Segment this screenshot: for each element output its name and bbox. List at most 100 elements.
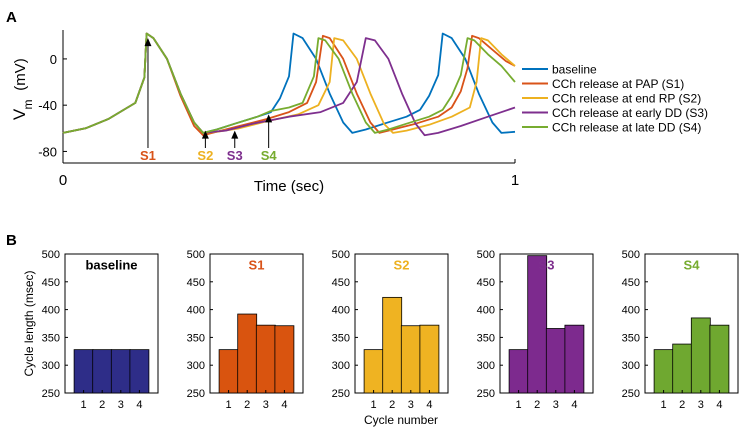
- bar-S3-cycle-2: [527, 255, 548, 394]
- x-tick-label: 2: [99, 399, 105, 411]
- y-tick-label: 500: [42, 249, 60, 261]
- x-tick-label: 1: [661, 399, 667, 411]
- y-tick-label: 300: [42, 360, 60, 372]
- x-tick-label: 1: [81, 399, 87, 411]
- bar-S4-cycle-3: [690, 317, 711, 394]
- x-tick-label: 1: [516, 399, 522, 411]
- x-tick-label: 2: [389, 399, 395, 411]
- y-tick-label: 500: [332, 249, 350, 261]
- bar-S4-cycle-1: [653, 349, 674, 394]
- x-tick-label: 1: [511, 172, 519, 189]
- y-tick-label: 500: [622, 249, 640, 261]
- y-tick-label: 350: [622, 332, 640, 344]
- legend-entry: CCh release at PAP (S1): [552, 77, 684, 91]
- annotation-arrow-head: [201, 130, 209, 139]
- x-tick-label: 2: [679, 399, 685, 411]
- legend-entry: baseline: [552, 63, 597, 77]
- annotation-label: S4: [261, 148, 278, 163]
- bar-S4-cycle-2: [672, 343, 693, 394]
- series-line-1: [62, 32, 516, 137]
- x-tick-label: 3: [553, 399, 559, 411]
- x-tick-label: 4: [136, 399, 142, 411]
- y-tick-label: 0: [50, 52, 57, 67]
- legend-entry: CCh release at end RP (S2): [552, 92, 701, 106]
- x-axis-label: Cycle number: [364, 413, 438, 427]
- panel-label-a: A: [6, 9, 17, 26]
- series-line-4: [62, 32, 516, 134]
- x-axis-label: Time (sec): [254, 178, 324, 195]
- bar-S1-cycle-3: [255, 324, 276, 394]
- series-line-2: [62, 32, 516, 134]
- bar-subplot-2: 250 300 350 400 450 500 1 2 3 4 S1: [187, 249, 304, 411]
- y-axis-label: Vm (mV): [10, 58, 35, 120]
- y-tick-label: 450: [42, 277, 60, 289]
- subplot-title: S2: [394, 258, 410, 273]
- bar-baseline-cycle-4: [129, 349, 150, 394]
- y-tick-label: -80: [38, 144, 57, 159]
- y-tick-label: 300: [187, 360, 205, 372]
- y-tick-label: 250: [42, 388, 60, 400]
- y-tick-label: 250: [622, 388, 640, 400]
- annotation-label: S1: [140, 148, 156, 163]
- bar-S2-cycle-2: [382, 296, 403, 394]
- annotation-arrow-head: [231, 130, 239, 139]
- bar-S3-cycle-4: [564, 324, 585, 394]
- y-tick-label: 400: [477, 305, 495, 317]
- y-tick-label: 350: [477, 332, 495, 344]
- bar-subplot-3: 250 300 350 400 450 500 1 2 3 4 S2: [332, 249, 449, 411]
- bar-baseline-cycle-2: [92, 349, 113, 394]
- y-tick-label: 300: [477, 360, 495, 372]
- annotation-label: S3: [227, 148, 243, 163]
- x-tick-label: 0: [59, 172, 67, 189]
- x-tick-label: 4: [571, 399, 577, 411]
- y-tick-label: 350: [42, 332, 60, 344]
- bar-subplot-5: 250 300 350 400 450 500 1 2 3 4 S4: [622, 249, 739, 411]
- bar-S2-cycle-3: [400, 325, 421, 394]
- y-tick-label: 400: [622, 305, 640, 317]
- y-axis-label-main: V: [10, 108, 29, 120]
- x-tick-label: 1: [226, 399, 232, 411]
- bar-S3-cycle-1: [508, 349, 529, 394]
- y-axis-label-unit: (mV): [12, 58, 29, 91]
- bar-S1-cycle-1: [218, 349, 239, 394]
- y-tick-label: 350: [187, 332, 205, 344]
- y-tick-label: 300: [332, 360, 350, 372]
- y-tick-label: 250: [332, 388, 350, 400]
- annotation-label: S2: [197, 148, 213, 163]
- legend-entry: CCh release at early DD (S3): [552, 106, 708, 120]
- y-tick-label: 350: [332, 332, 350, 344]
- x-tick-label: 2: [534, 399, 540, 411]
- x-tick-label: 4: [716, 399, 722, 411]
- subplot-title: baseline: [85, 258, 137, 273]
- bar-S4-cycle-4: [709, 324, 730, 394]
- y-tick-label: 400: [187, 305, 205, 317]
- x-tick-label: 3: [698, 399, 704, 411]
- bar-S2-cycle-1: [363, 349, 384, 394]
- x-tick-label: 4: [426, 399, 432, 411]
- y-tick-label: 450: [622, 277, 640, 289]
- panel-label-b: B: [6, 232, 17, 249]
- bar-S1-cycle-2: [237, 313, 258, 394]
- bar-baseline-cycle-3: [110, 349, 131, 394]
- annotation-arrow-head: [144, 38, 152, 47]
- bar-S3-cycle-3: [545, 328, 566, 394]
- x-tick-label: 2: [244, 399, 250, 411]
- x-tick-label: 3: [263, 399, 269, 411]
- y-axis-label-subscript: m: [21, 100, 35, 110]
- y-tick-label: 450: [477, 277, 495, 289]
- y-tick-label: -40: [38, 98, 57, 113]
- y-tick-label: 500: [187, 249, 205, 261]
- y-tick-label: 400: [42, 305, 60, 317]
- x-tick-label: 4: [281, 399, 287, 411]
- y-tick-label: 250: [187, 388, 205, 400]
- subplot-title: S4: [684, 258, 701, 273]
- y-tick-label: 500: [477, 249, 495, 261]
- subplot-title: S1: [249, 258, 265, 273]
- bar-subplot-1: 250 300 350 400 450 500 1 2 3 4 baseline: [42, 249, 159, 411]
- subplot-title: S3: [539, 258, 555, 273]
- x-tick-label: 3: [118, 399, 124, 411]
